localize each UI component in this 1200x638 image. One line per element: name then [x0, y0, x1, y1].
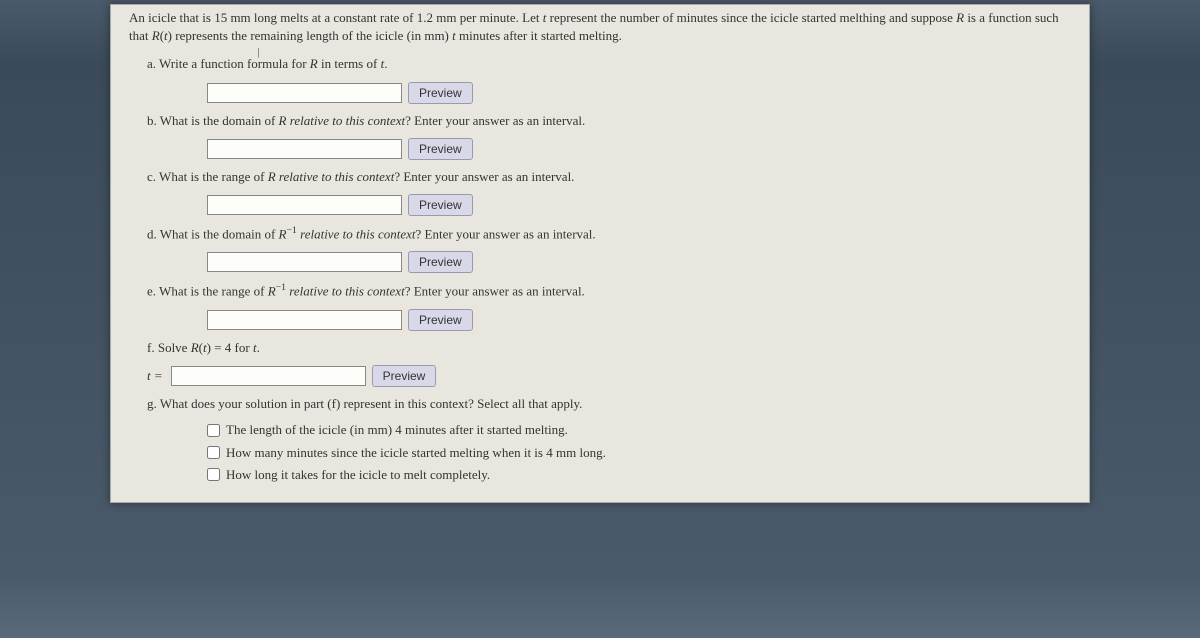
part-c-input[interactable]	[207, 195, 402, 215]
part-c-text: c. What is the range of R relative to th…	[147, 168, 1071, 186]
part-d-text: d. What is the domain of R−1 relative to…	[147, 224, 1071, 244]
check-item-2: How many minutes since the icicle starte…	[207, 444, 1071, 462]
part-g: g. What does your solution in part (f) r…	[147, 395, 1071, 484]
part-e: e. What is the range of R−1 relative to …	[147, 281, 1071, 331]
part-e-text: e. What is the range of R−1 relative to …	[147, 281, 1071, 301]
part-g-text: g. What does your solution in part (f) r…	[147, 395, 1071, 413]
part-f-prefix: t =	[147, 367, 163, 385]
part-f-text: f. Solve R(t) = 4 for t.	[147, 339, 1071, 357]
part-d-input[interactable]	[207, 252, 402, 272]
part-a-input[interactable]	[207, 83, 402, 103]
checkbox-2-label: How many minutes since the icicle starte…	[226, 444, 606, 462]
preview-button-f[interactable]: Preview	[372, 365, 437, 387]
part-b-text: b. What is the domain of R relative to t…	[147, 112, 1071, 130]
part-f: f. Solve R(t) = 4 for t. t = Preview	[147, 339, 1071, 387]
part-b-input[interactable]	[207, 139, 402, 159]
check-item-1: The length of the icicle (in mm) 4 minut…	[207, 421, 1071, 439]
question-page: An icicle that is 15 mm long melts at a …	[110, 4, 1090, 503]
part-a-text: a. Write a function for|mula for R in te…	[147, 55, 1071, 73]
part-c: c. What is the range of R relative to th…	[147, 168, 1071, 216]
checkbox-3-label: How long it takes for the icicle to melt…	[226, 466, 490, 484]
checkbox-1-label: The length of the icicle (in mm) 4 minut…	[226, 421, 568, 439]
preview-button-b[interactable]: Preview	[408, 138, 473, 160]
part-f-input[interactable]	[171, 366, 366, 386]
preview-button-c[interactable]: Preview	[408, 194, 473, 216]
preview-button-e[interactable]: Preview	[408, 309, 473, 331]
part-e-input[interactable]	[207, 310, 402, 330]
problem-intro: An icicle that is 15 mm long melts at a …	[129, 9, 1071, 45]
part-a: a. Write a function for|mula for R in te…	[147, 55, 1071, 103]
part-d: d. What is the domain of R−1 relative to…	[147, 224, 1071, 274]
preview-button-a[interactable]: Preview	[408, 82, 473, 104]
checkbox-1[interactable]	[207, 424, 220, 437]
check-item-3: How long it takes for the icicle to melt…	[207, 466, 1071, 484]
part-g-checklist: The length of the icicle (in mm) 4 minut…	[207, 421, 1071, 484]
checkbox-3[interactable]	[207, 468, 220, 481]
preview-button-d[interactable]: Preview	[408, 251, 473, 273]
checkbox-2[interactable]	[207, 446, 220, 459]
part-b: b. What is the domain of R relative to t…	[147, 112, 1071, 160]
